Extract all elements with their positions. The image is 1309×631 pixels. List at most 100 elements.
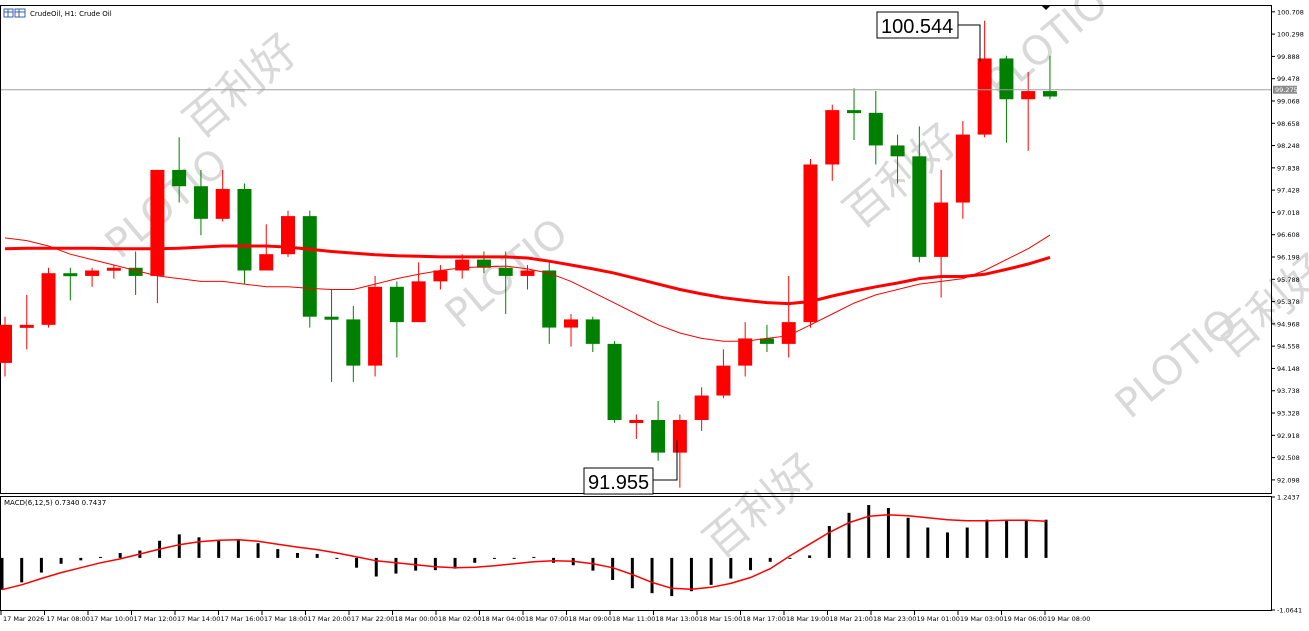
candle-body [825,110,840,165]
candle-body [781,322,796,344]
price-tick-label: 95.378 [1277,298,1300,306]
macd-bar [256,543,260,558]
candle-body [955,134,970,203]
macd-bar [197,537,201,558]
price-tick-label: 100.298 [1277,31,1304,39]
macd-bar [59,557,63,564]
macd-bar [394,557,398,574]
candles [0,20,1057,488]
candle-body [912,156,927,257]
price-tick-label: 99.888 [1277,53,1300,61]
price-tick-label: 96.198 [1277,254,1300,262]
candle-body [259,254,274,271]
macd-bar [689,557,693,592]
candle-body [411,281,426,323]
macd-bar [867,505,871,558]
macd-bar [276,549,280,558]
price-tick-label: 99.068 [1277,97,1300,105]
high-annotation: 100.544 [876,11,981,62]
price-tick-label: 98.248 [1277,142,1300,150]
current-price-tag [1273,85,1297,94]
time-tick-label: 18 Mar 23:00 [873,615,916,623]
macd-bar [355,557,359,568]
macd-panel-frame [0,496,1272,611]
time-tick-label: 18 Mar 19:00 [786,615,829,623]
candle-body [564,319,579,328]
candle-body [106,267,121,271]
candle-body [542,270,557,328]
candle-body [672,419,687,453]
time-tick-label: 17 Mar 22:00 [351,615,394,623]
macd-label: MACD(6,12,5) 0.7340 0.7437 [4,499,106,507]
macd-bar [0,557,4,590]
macd-bar [729,557,733,579]
macd-bar [512,557,516,559]
candle-body [150,169,165,276]
chart-title: CrudeOil, H1: Crude Oil [30,10,112,18]
price-axis: 100.708 100.298 99.888 99.478 99.068 98.658 98… [1271,8,1304,484]
price-tick-label: 92.918 [1277,432,1300,440]
price-tick-label: 97.838 [1277,164,1300,172]
macd-bar [709,557,713,585]
candle-body [999,58,1014,100]
time-tick-label: 17 Mar 18:00 [264,615,307,623]
candle-body [455,259,470,271]
candle-body [520,270,535,276]
window-icon [3,8,26,18]
price-tick-label: 92.508 [1277,454,1300,462]
scroll-marker-icon[interactable] [1042,6,1050,10]
macd-tick-label: 1.2437 [1277,494,1300,502]
candle-body [128,267,143,276]
watermark-text: 百利好 [174,25,308,149]
time-tick-label: 18 Mar 02:00 [438,615,481,623]
candle-body [803,164,818,323]
candle-body [19,324,34,328]
candle-body [1042,91,1057,97]
candle-body [281,216,296,255]
macd-bar [79,557,83,561]
candle-body [41,273,56,325]
macd-bar [1005,519,1009,558]
time-tick-label: 18 Mar 07:00 [525,615,568,623]
price-tick-label: 95.788 [1277,276,1300,284]
low-annotation: 91.955 [583,440,678,495]
candle-body [847,110,862,114]
macd-bar [532,556,536,558]
price-tick-label: 93.328 [1277,410,1300,418]
time-tick-label: 19 Mar 08:00 [1047,615,1090,623]
macd-bar [20,557,24,583]
macd-bar [906,517,910,558]
price-tick-label: 93.738 [1277,387,1300,395]
time-axis: 17 Mar 2026 17 Mar 08:00 17 Mar 10:00 17 Ma… [0,611,1090,623]
macd-bar [217,540,221,558]
candle-body [977,58,992,135]
macd-bar [473,557,477,563]
candle-body [476,259,491,268]
macd-bar [177,534,181,558]
macd-bar [650,557,654,594]
time-tick-label: 18 Mar 21:00 [830,615,873,623]
time-tick-label: 17 Mar 10:00 [90,615,133,623]
time-tick-label: 18 Mar 00:00 [395,615,438,623]
price-tick-label: 97.428 [1277,187,1300,195]
macd-bar [886,507,890,558]
price-tick-label: 97.018 [1277,209,1300,217]
macd-bar [827,526,831,558]
candle-body [389,286,404,323]
macd-histogram [0,505,1048,597]
current-price-label: 99.275 [1275,86,1298,94]
macd-bar [1024,519,1028,558]
candle-body [759,338,774,344]
candle-body [237,188,252,271]
candle-body [585,319,600,344]
macd-axis: 1.2437 -1.0641 [1271,494,1302,615]
macd-bar [1044,519,1048,558]
time-tick-label: 18 Mar 13:00 [656,615,699,623]
time-tick-label: 18 Mar 15:00 [699,615,742,623]
candle-body [302,216,317,317]
time-tick-label: 17 Mar 20:00 [308,615,351,623]
time-tick-label: 17 Mar 14:00 [177,615,220,623]
price-tick-label: 94.148 [1277,365,1300,373]
macd-bar [788,557,792,559]
